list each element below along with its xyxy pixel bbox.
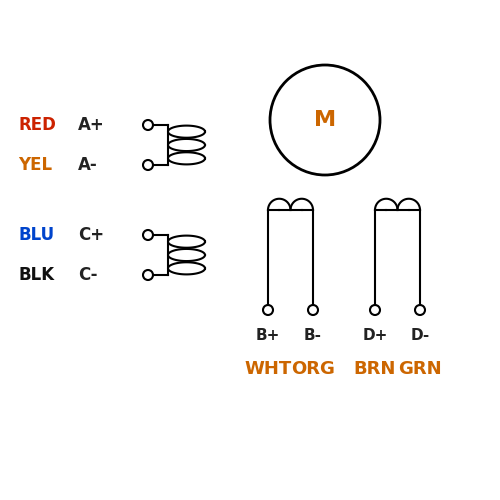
Text: BLU: BLU — [18, 226, 54, 244]
Text: RED: RED — [18, 116, 56, 134]
Text: A+: A+ — [78, 116, 105, 134]
Text: BRN: BRN — [354, 360, 396, 378]
Text: ORG: ORG — [291, 360, 335, 378]
Text: A-: A- — [78, 156, 98, 174]
Text: B+: B+ — [256, 328, 280, 343]
Text: B-: B- — [304, 328, 322, 343]
Text: D-: D- — [410, 328, 430, 343]
Text: BLK: BLK — [18, 266, 54, 284]
Text: D+: D+ — [362, 328, 388, 343]
Text: WHT: WHT — [244, 360, 292, 378]
Text: C-: C- — [78, 266, 98, 284]
Text: YEL: YEL — [18, 156, 52, 174]
Text: C+: C+ — [78, 226, 104, 244]
Text: M: M — [314, 110, 336, 130]
Text: GRN: GRN — [398, 360, 442, 378]
